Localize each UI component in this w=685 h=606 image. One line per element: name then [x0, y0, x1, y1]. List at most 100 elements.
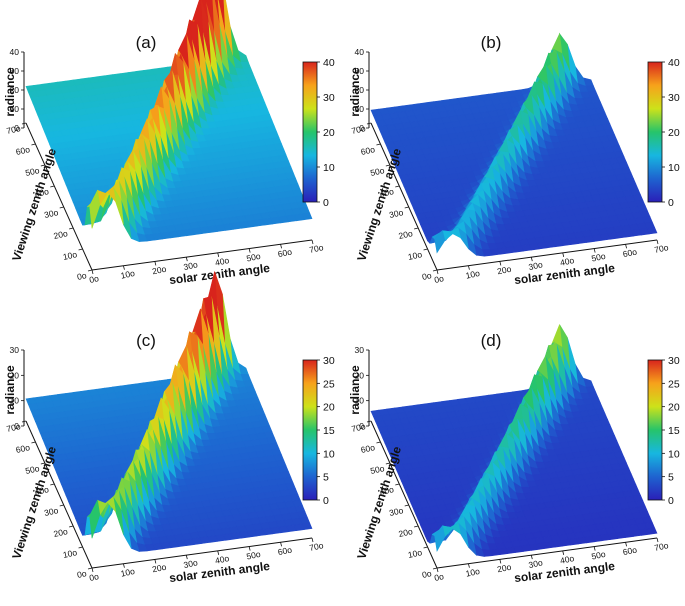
y-tick-label: 20o	[398, 526, 414, 539]
x-tick-label: 40o	[214, 553, 230, 566]
z-tick-label: 30	[355, 345, 365, 355]
x-tick-label: 40o	[214, 255, 230, 268]
y-tick-mark	[78, 248, 83, 251]
x-tick-mark	[91, 269, 94, 275]
y-tick-mark	[376, 143, 381, 146]
chart-panel-a: 0o 10o 20o 30o 40o 50o 60o 70o 0o 10o 20o 30o 40o 50o…	[3, 0, 335, 287]
colorbar-tick-label: 25	[323, 378, 335, 390]
z-tick-label: 20	[10, 370, 20, 380]
y-tick-label: 30o	[388, 207, 404, 220]
y-tick-label: 40o	[34, 186, 50, 199]
x-tick-mark	[499, 559, 502, 564]
y-tick-label: 0o	[76, 568, 88, 580]
y-tick-label: 10o	[407, 249, 423, 262]
x-tick-mark	[499, 261, 502, 266]
x-tick-label: 50o	[245, 251, 261, 264]
colorbar-tick-label: 10	[323, 448, 335, 460]
y-tick-mark	[376, 441, 381, 444]
y-axis-title: Viewing zenith angle	[354, 444, 404, 561]
x-tick-label: 10o	[120, 566, 136, 579]
y-tick-mark	[423, 546, 428, 549]
x-tick-label: 0o	[88, 273, 100, 285]
x-tick-label: 0o	[433, 571, 445, 583]
x-tick-label: 40o	[559, 553, 575, 566]
y-tick-mark	[432, 269, 438, 272]
x-tick-mark	[436, 567, 439, 573]
x-tick-mark	[468, 563, 470, 568]
z-tick-label: 20	[10, 85, 20, 95]
colorbar	[647, 359, 663, 501]
x-axis-line	[91, 239, 313, 271]
x-tick-mark	[530, 555, 533, 560]
y-axis-line	[25, 420, 93, 569]
y-tick-label: 40o	[379, 484, 395, 497]
y-tick-label: 10o	[407, 547, 423, 560]
x-tick-label: 30o	[183, 259, 199, 272]
x-tick-mark	[625, 244, 627, 249]
x-tick-mark	[217, 550, 220, 555]
chart-panel-d: 0o 10o 20o 30o 40o 50o 60o 70o 0o 10o 20o 30o 40o 50o…	[348, 324, 680, 585]
y-tick-label: 0o	[421, 270, 433, 282]
x-tick-mark	[123, 265, 125, 270]
colorbar-tick-label: 15	[323, 425, 335, 437]
y-tick-mark	[40, 164, 45, 167]
colorbar-tick-label: 25	[668, 378, 680, 390]
colorbar	[302, 61, 318, 203]
x-tick-label: 0o	[88, 571, 100, 583]
colorbar-tick-label: 40	[668, 57, 680, 69]
colorbar-tick-label: 10	[668, 448, 680, 460]
y-axis-line	[370, 122, 438, 271]
y-tick-label: 50o	[24, 463, 40, 476]
y-tick-mark	[423, 248, 428, 251]
x-tick-label: 70o	[653, 540, 669, 553]
y-tick-label: 30o	[388, 505, 404, 518]
y-tick-mark	[59, 504, 64, 507]
y-tick-label: 60o	[360, 442, 376, 455]
y-tick-mark	[395, 483, 400, 486]
x-tick-label: 30o	[528, 259, 544, 272]
y-tick-mark	[87, 567, 93, 570]
z-tick-label: 30	[10, 66, 20, 76]
y-tick-mark	[432, 567, 438, 570]
y-tick-label: 70o	[5, 123, 21, 136]
y-tick-mark	[59, 206, 64, 209]
x-tick-label: 50o	[245, 549, 261, 562]
colorbar-tick-label: 5	[668, 472, 674, 484]
panel-label: (d)	[481, 331, 502, 350]
y-tick-label: 40o	[34, 484, 50, 497]
colorbar-tick-label: 0	[668, 495, 674, 507]
y-tick-label: 50o	[24, 165, 40, 178]
panel-label: (a)	[136, 33, 157, 52]
colorbar-tick-label: 20	[323, 127, 335, 139]
x-tick-mark	[280, 542, 282, 547]
x-tick-label: 30o	[528, 557, 544, 570]
colorbar-tick-label: 0	[668, 197, 674, 209]
colorbar-tick-label: 20	[668, 402, 680, 414]
y-tick-mark	[385, 462, 390, 465]
x-tick-mark	[625, 542, 627, 547]
surface-patch	[434, 230, 446, 254]
y-tick-label: 20o	[53, 526, 69, 539]
x-tick-mark	[593, 546, 596, 551]
x-tick-mark	[123, 563, 125, 568]
colorbar-tick-label: 10	[323, 162, 335, 174]
y-tick-mark	[69, 525, 74, 528]
z-tick-label: 30	[10, 345, 20, 355]
y-tick-mark	[414, 525, 419, 528]
x-tick-mark	[217, 252, 220, 257]
colorbar-tick-label: 40	[323, 57, 335, 69]
x-tick-mark	[154, 261, 157, 266]
y-tick-label: 70o	[350, 123, 366, 136]
x-tick-mark	[185, 555, 188, 560]
x-tick-mark	[311, 239, 314, 245]
z-tick-label: 10	[10, 104, 20, 114]
x-tick-label: 60o	[622, 544, 638, 557]
y-tick-label: 20o	[398, 228, 414, 241]
colorbar	[302, 359, 318, 501]
y-axis-line	[370, 420, 438, 569]
x-tick-label: 20o	[151, 264, 167, 277]
surface-patch	[89, 499, 101, 539]
x-tick-label: 40o	[559, 255, 575, 268]
y-tick-mark	[69, 227, 74, 230]
y-tick-mark	[31, 441, 36, 444]
